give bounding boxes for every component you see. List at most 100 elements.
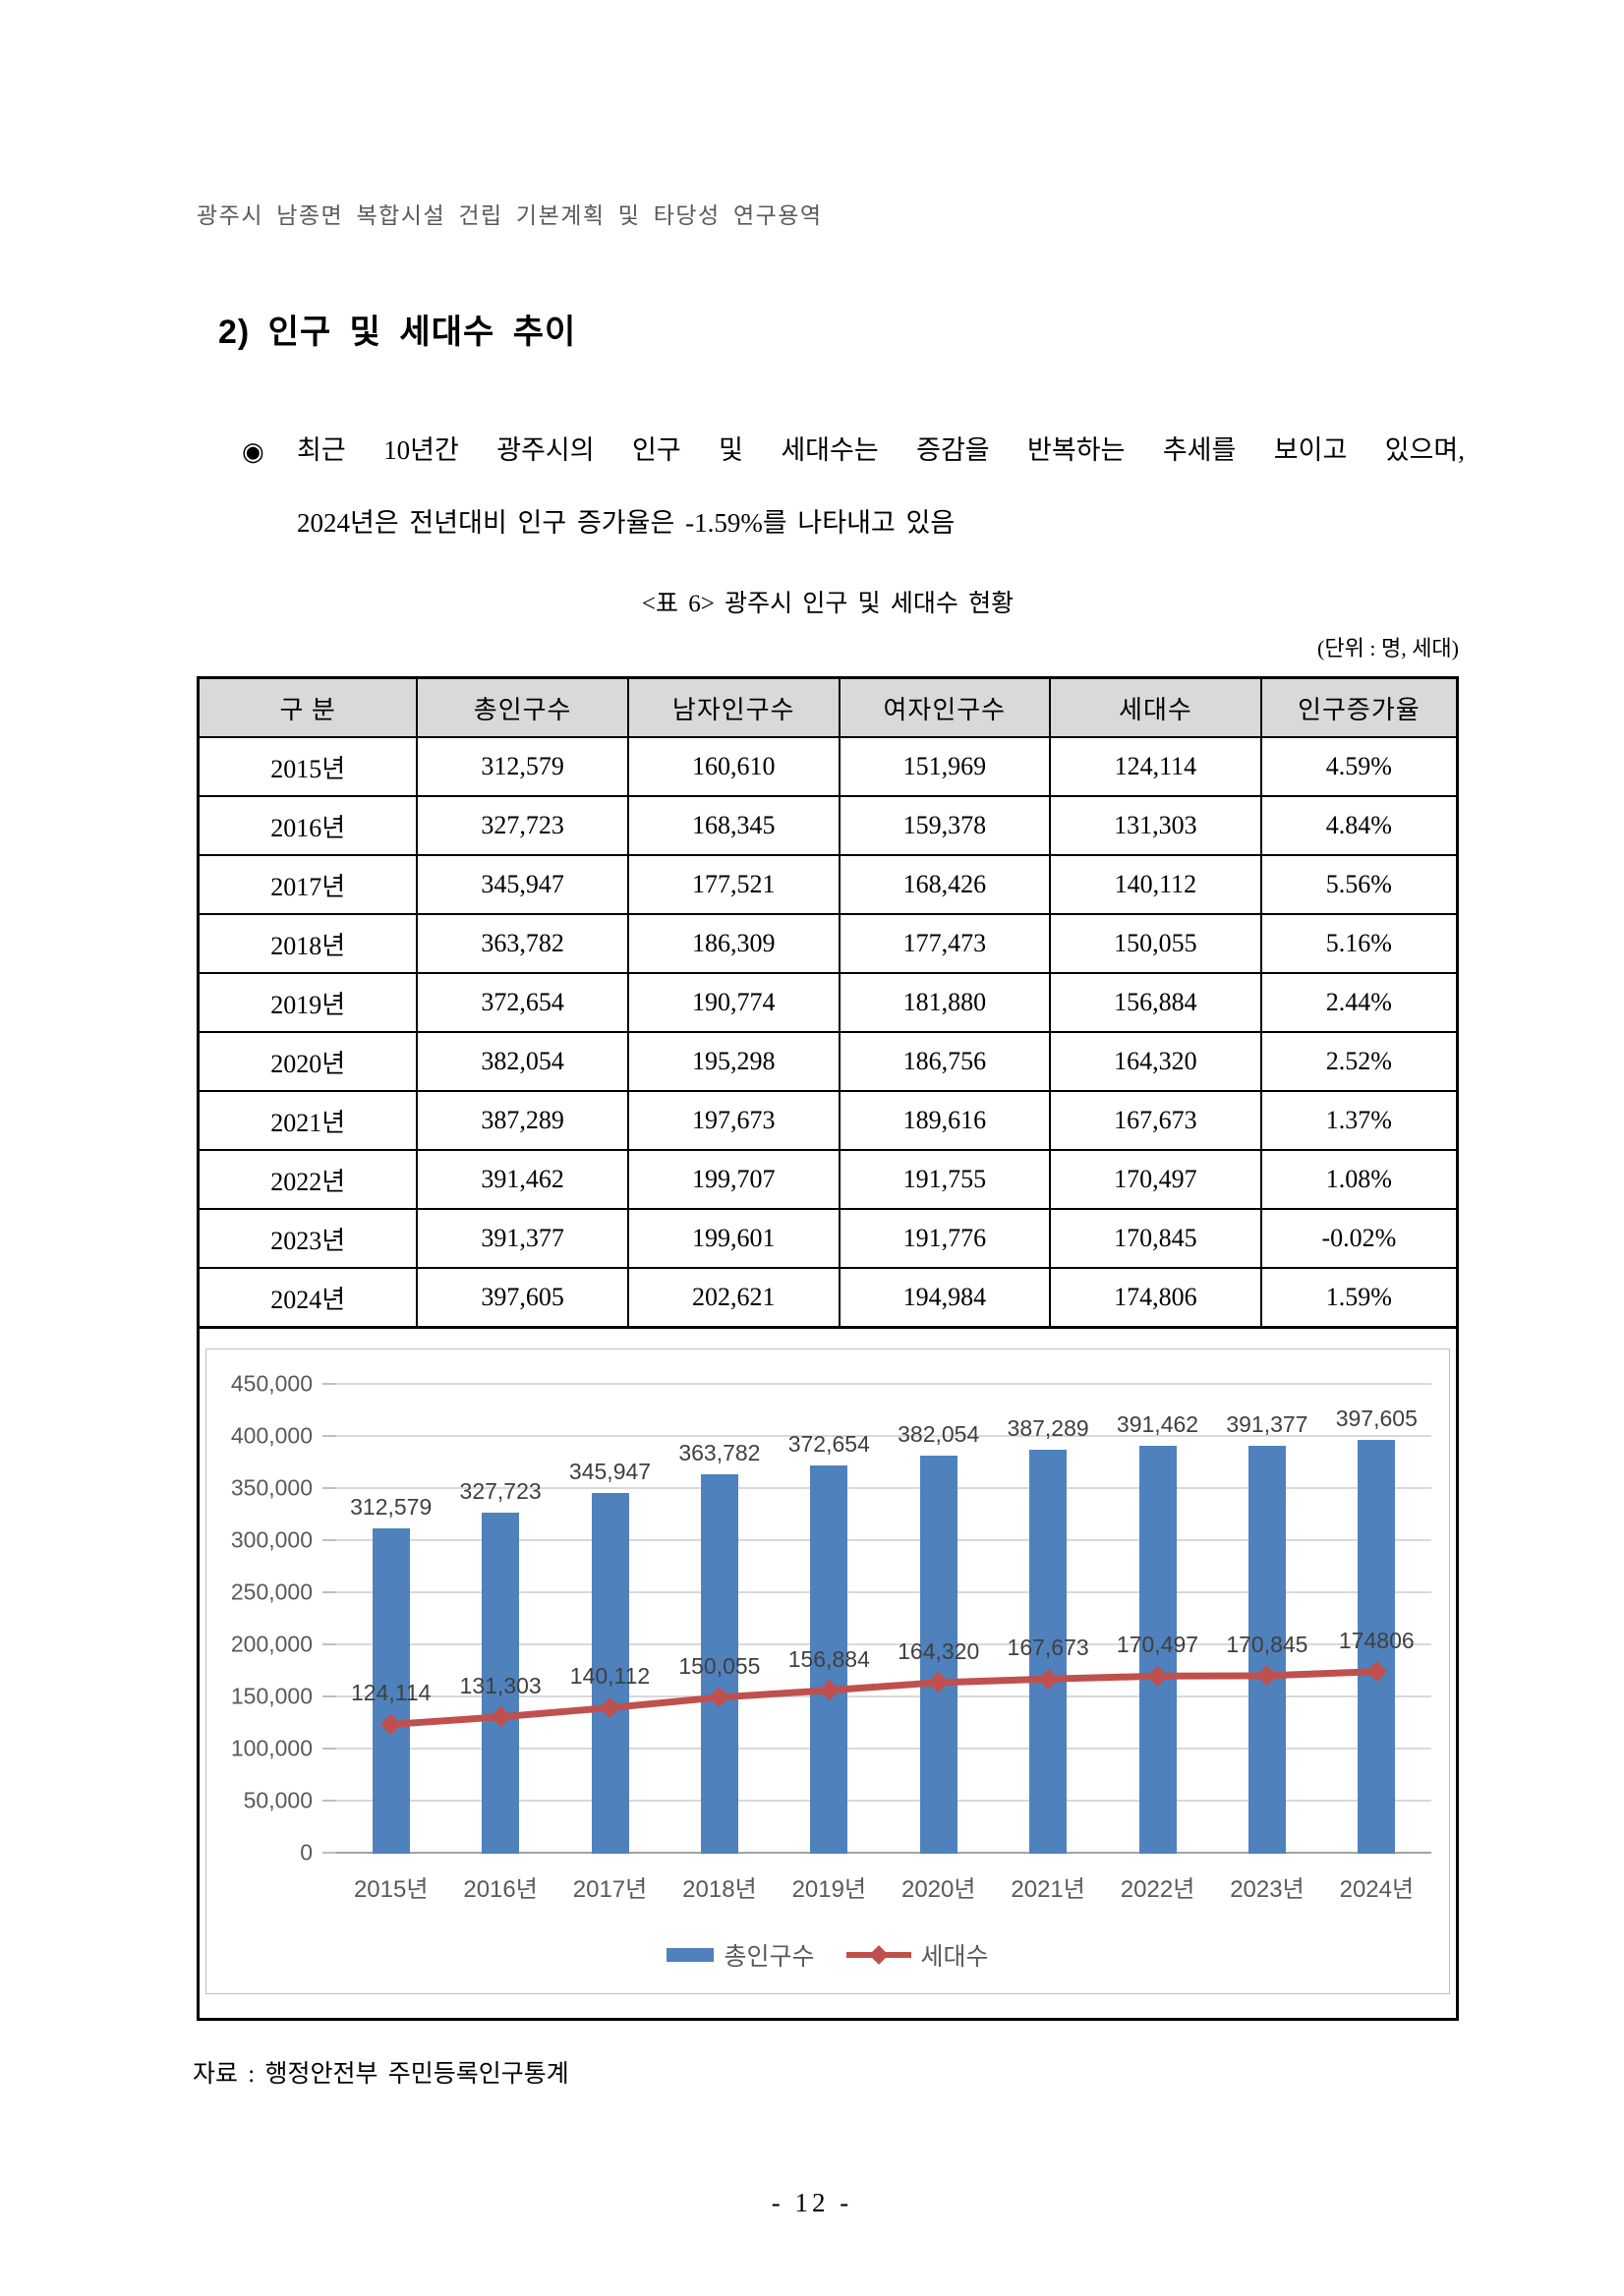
bullet-paragraph: ◉ 최근 10년간 광주시의 인구 및 세대수는 증감을 반복하는 추세를 보이…: [242, 432, 1465, 542]
table-cell: 177,473: [838, 913, 1052, 974]
table-cell: 382,054: [416, 1031, 629, 1092]
table-cell: 189,616: [838, 1090, 1052, 1151]
chart-legend: 총인구수 세대수: [206, 1937, 1449, 1973]
gridline: 400,000: [231, 1423, 1431, 1449]
x-axis-label: 2020년: [900, 1876, 976, 1903]
y-axis-tick: [322, 1852, 336, 1854]
chart-bar: [591, 1493, 629, 1854]
column-header: 세대수: [1049, 676, 1262, 738]
line-value-label: 174806: [1338, 1627, 1415, 1653]
chart-x-axis: 2015년 2016년 2017년 2018년 2019년 2020년 2021년 2022년…: [336, 1869, 1431, 1904]
table-cell: 2020년: [197, 1031, 419, 1092]
line-value-label: 156,884: [787, 1645, 870, 1672]
table-row: 2019년 372,654 190,774 181,880 156,884 2.44%: [197, 972, 1459, 1033]
gridline: 0: [300, 1840, 1431, 1866]
line-legend-swatch: [845, 1945, 911, 1965]
legend-item-line: 세대수: [845, 1937, 989, 1973]
y-axis-label: 300,000: [230, 1526, 313, 1553]
line-value-label: 170,845: [1226, 1631, 1308, 1657]
x-axis-label: 2019년: [791, 1876, 867, 1903]
chart-bar: [1247, 1446, 1286, 1854]
table-cell: 190,774: [626, 972, 841, 1033]
legend-label: 총인구수: [724, 1943, 815, 1971]
x-axis-label: 2021년: [1011, 1876, 1085, 1903]
table-cell: 2017년: [197, 854, 419, 915]
y-axis-label: 200,000: [230, 1631, 313, 1657]
chart-bar: [482, 1512, 520, 1854]
table-cell: 181,880: [838, 972, 1052, 1033]
table-cell: 170,497: [1049, 1149, 1262, 1210]
bullet-line-1: 최근 10년간 광주시의 인구 및 세대수는 증감을 반복하는 추세를 보이고 …: [297, 435, 1465, 465]
y-axis-tick: [322, 1800, 336, 1802]
table-cell: 202,621: [626, 1267, 841, 1329]
bar-value-label: 363,782: [678, 1440, 761, 1466]
table-cell: 1.08%: [1259, 1149, 1459, 1210]
y-axis-tick: [322, 1435, 336, 1437]
line-value-label: 170,497: [1116, 1632, 1199, 1658]
gridline: 450,000: [231, 1371, 1431, 1397]
table-row: 2023년 391,377 199,601 191,776 170,845 -0.02%: [197, 1208, 1459, 1269]
table-cell: 2023년: [197, 1208, 419, 1269]
gridline: 100,000: [231, 1736, 1431, 1761]
bar-value-label: 382,054: [898, 1421, 980, 1448]
column-header: 여자인구수: [838, 676, 1052, 738]
line-value-label: 140,112: [569, 1663, 651, 1690]
table-cell: 194,984: [838, 1267, 1052, 1329]
table-cell: 2019년: [197, 972, 419, 1033]
table-cell: 2015년: [197, 736, 419, 797]
line-legend-marker: [868, 1945, 889, 1965]
table-cell: 4.59%: [1259, 736, 1459, 797]
y-axis-tick: [322, 1695, 336, 1697]
table-head: 구 분 총인구수 남자인구수 여자인구수 세대수 인구증가율: [197, 676, 1459, 738]
table-cell: 168,345: [626, 795, 841, 856]
document-header: 광주시 남종면 복합시설 건립 기본계획 및 타당성 연구용역: [197, 203, 823, 228]
line-value-label: 167,673: [1007, 1635, 1089, 1661]
table-cell: 2018년: [197, 913, 419, 974]
table-cell: 186,309: [626, 913, 841, 974]
gridline: 150,000: [231, 1684, 1431, 1709]
table-cell: 345,947: [416, 854, 629, 915]
table-row: 2024년 397,605 202,621 194,984 174,806 1.59%: [197, 1267, 1459, 1329]
column-header: 인구증가율: [1259, 676, 1459, 738]
table-cell: 191,755: [838, 1149, 1052, 1210]
bar-value-label: 327,723: [459, 1477, 542, 1504]
chart-plot-area: 450,000 400,000 350,000 300,000 250,000 200,0…: [231, 1371, 1431, 1866]
table-cell: 170,845: [1049, 1208, 1262, 1269]
table-cell: 391,462: [416, 1149, 629, 1210]
y-axis-tick: [322, 1383, 336, 1385]
bullet-text: 최근 10년간 광주시의 인구 및 세대수는 증감을 반복하는 추세를 보이고 …: [297, 432, 1465, 542]
bar-value-label: 372,654: [787, 1431, 870, 1457]
table-cell: 312,579: [416, 736, 629, 797]
table-cell: 160,610: [626, 736, 841, 797]
table-cell: 150,055: [1049, 913, 1262, 974]
table-cell: 174,806: [1049, 1267, 1262, 1329]
table-cell: 5.56%: [1259, 854, 1459, 915]
bar-value-label: 391,462: [1116, 1411, 1199, 1438]
table-cell: 140,112: [1049, 854, 1262, 915]
chart-bar: [1138, 1446, 1177, 1854]
y-axis-label: 400,000: [230, 1422, 313, 1449]
table-cell: 2021년: [197, 1090, 419, 1151]
source-note: 자료 : 행정안전부 주민등록인구통계: [193, 2061, 569, 2088]
table-cell: 387,289: [416, 1090, 629, 1151]
x-axis-label: 2023년: [1230, 1876, 1305, 1903]
line-value-label: 124,114: [350, 1680, 432, 1706]
table-cell: 1.37%: [1259, 1090, 1459, 1151]
table-cell: 177,521: [626, 854, 841, 915]
table-cell: 151,969: [838, 736, 1052, 797]
table-cell: 363,782: [416, 913, 629, 974]
table-body: 2015년 312,579 160,610 151,969 124,114 4.59% 20…: [197, 736, 1459, 1329]
page-number: - 12 -: [771, 2188, 853, 2217]
bar-legend-swatch: [667, 1948, 715, 1962]
table-cell: 191,776: [838, 1208, 1052, 1269]
bullet-line-2: 2024년은 전년대비 인구 증가율은 -1.59%를 나타내고 있음: [297, 508, 956, 539]
y-axis-tick: [322, 1748, 336, 1750]
y-axis-tick: [322, 1487, 336, 1489]
table-row: 2022년 391,462 199,707 191,755 170,497 1.08%: [197, 1149, 1459, 1210]
table-cell: 168,426: [838, 854, 1052, 915]
y-axis-label: 0: [300, 1839, 313, 1866]
chart-bar: [1029, 1450, 1068, 1854]
y-axis-tick: [322, 1643, 336, 1645]
line-value-label: 150,055: [678, 1652, 761, 1679]
